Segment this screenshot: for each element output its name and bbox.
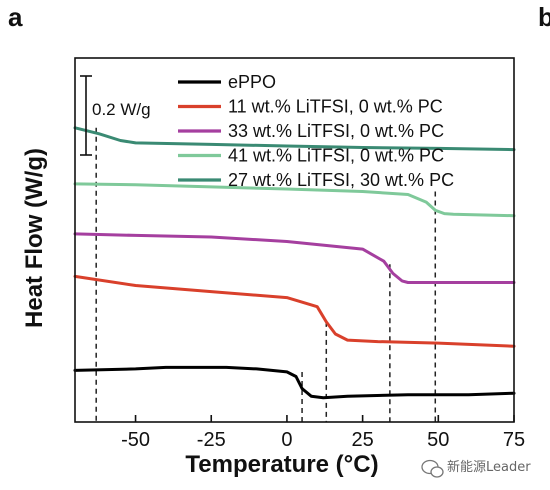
legend-label-2: 33 wt.% LiTFSI, 0 wt.% PC xyxy=(228,121,444,141)
series-line-1 xyxy=(73,274,516,348)
x-axis-ticks: -50 -25 0 25 50 75 xyxy=(121,415,525,451)
plot-frame xyxy=(74,57,515,423)
legend-label-3: 41 wt.% LiTFSI, 0 wt.% PC xyxy=(228,146,444,166)
panel-label-b: b xyxy=(538,2,550,32)
watermark-text: 新能源Leader xyxy=(447,459,531,475)
panel-label-a: a xyxy=(8,2,23,32)
scale-bar-label: 0.2 W/g xyxy=(92,100,151,119)
scale-bar: 0.2 W/g xyxy=(80,75,151,156)
plot-area xyxy=(73,126,516,422)
series-line-0 xyxy=(73,365,516,400)
x-tick-label-1: -25 xyxy=(197,429,226,451)
series-line-2 xyxy=(73,232,516,284)
series-line-4 xyxy=(73,126,516,152)
x-tick-label-2: 0 xyxy=(281,429,292,451)
legend-label-0: ePPO xyxy=(228,72,276,92)
legend-label-4: 27 wt.% LiTFSI, 30 wt.% PC xyxy=(228,170,454,190)
x-tick-label-3: 25 xyxy=(351,429,373,451)
x-tick-label-0: -50 xyxy=(121,429,150,451)
x-tick-label-5: 75 xyxy=(503,429,525,451)
legend: ePPO 11 wt.% LiTFSI, 0 wt.% PC 33 wt.% LiT… xyxy=(178,72,454,190)
series-line-3 xyxy=(73,182,516,218)
x-axis-title: Temperature (°C) xyxy=(185,451,378,478)
wechat-icon xyxy=(421,459,444,478)
y-axis-title: Heat Flow (W/g) xyxy=(21,148,48,328)
legend-label-1: 11 wt.% LiTFSI, 0 wt.% PC xyxy=(228,97,443,117)
watermark: 新能源Leader xyxy=(421,459,531,478)
x-tick-label-4: 50 xyxy=(427,429,449,451)
